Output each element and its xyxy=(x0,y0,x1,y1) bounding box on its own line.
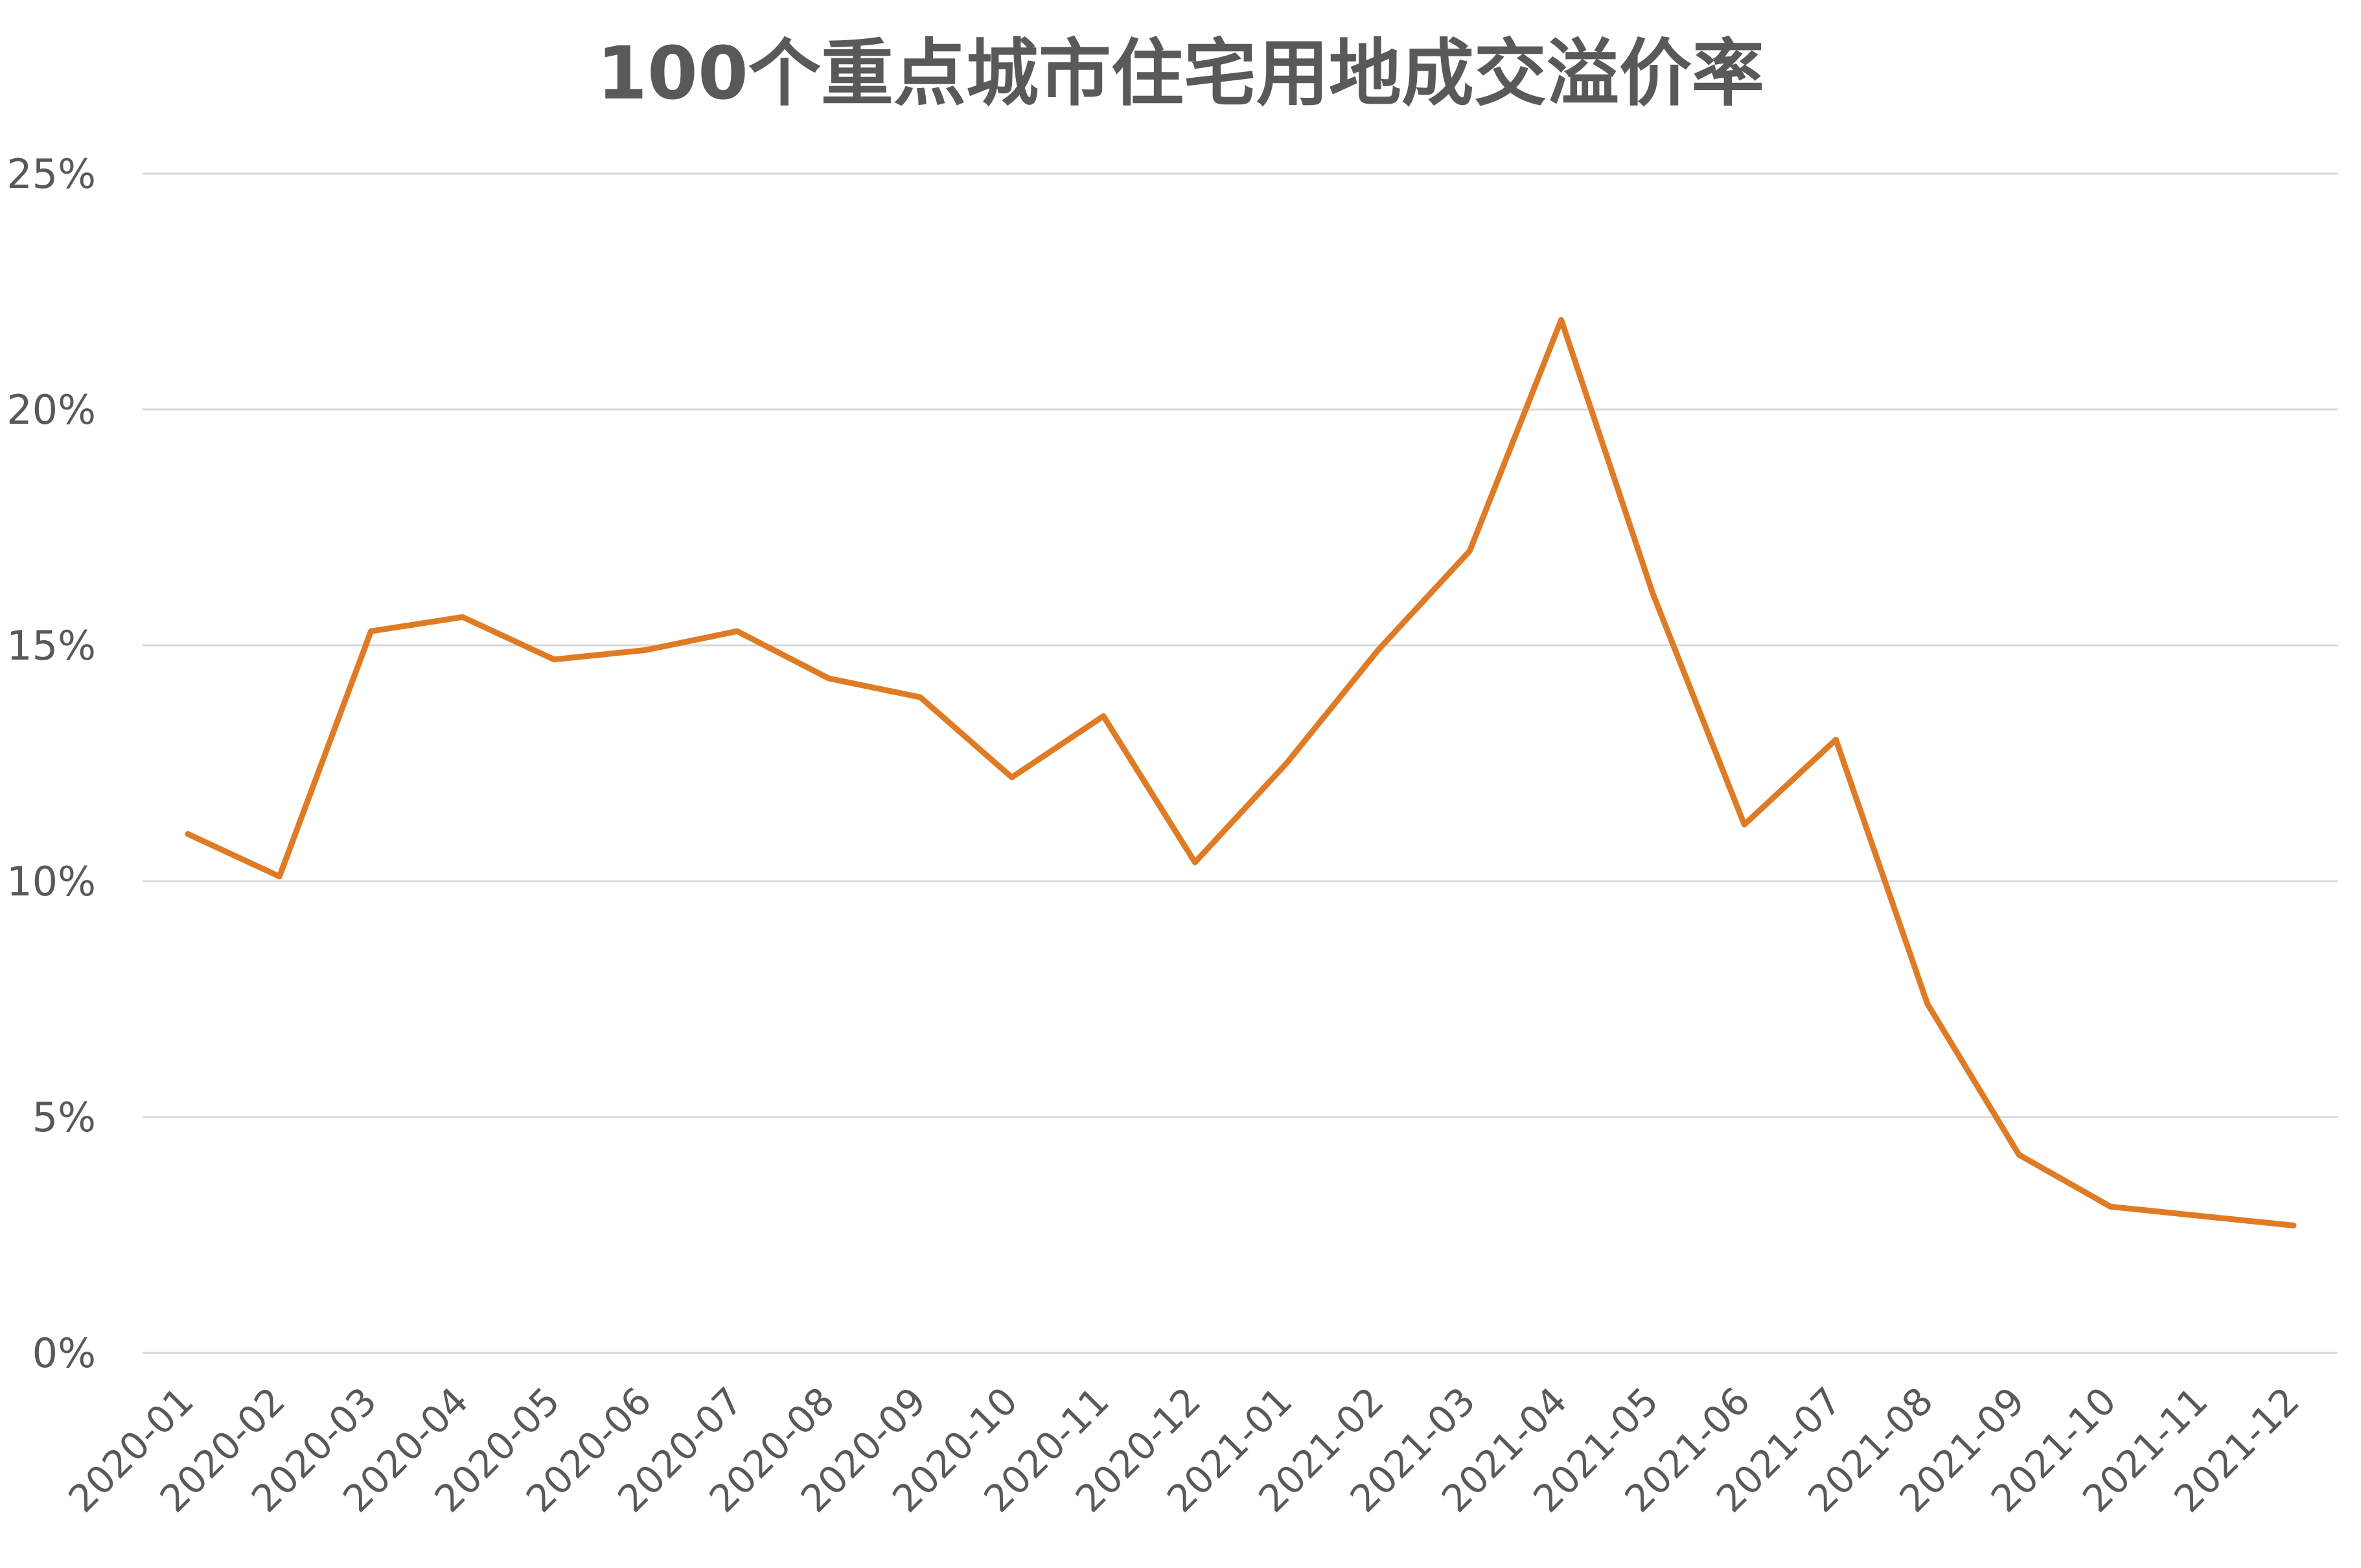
series-line xyxy=(185,317,2297,1228)
data-point xyxy=(551,657,557,662)
data-point xyxy=(1925,1001,1930,1006)
data-point xyxy=(1742,822,1747,827)
y-tick-label: 0% xyxy=(32,1330,96,1377)
data-point xyxy=(1559,317,1564,323)
data-point xyxy=(277,874,282,879)
data-point xyxy=(917,695,923,700)
data-point xyxy=(1101,713,1106,719)
data-point xyxy=(1009,775,1015,780)
data-point xyxy=(369,628,374,634)
y-tick-label: 5% xyxy=(32,1094,96,1141)
data-point xyxy=(1376,647,1381,652)
y-tick-label: 10% xyxy=(6,858,96,905)
data-point xyxy=(1284,761,1289,766)
data-point xyxy=(643,647,649,652)
data-point xyxy=(2108,1204,2113,1209)
data-point xyxy=(1467,548,1472,553)
data-point xyxy=(826,676,831,681)
gridlines xyxy=(143,172,2338,1354)
y-tick-label: 15% xyxy=(6,622,96,669)
data-point xyxy=(2200,1214,2205,1219)
data-point xyxy=(1650,591,1655,596)
y-tick-label: 25% xyxy=(6,150,96,198)
data-point xyxy=(1192,860,1197,865)
data-point xyxy=(1833,737,1838,743)
data-point xyxy=(2291,1223,2296,1228)
y-tick-label: 20% xyxy=(6,386,96,433)
x-axis-tick-labels: 2020-012020-022020-032020-042020-052020-… xyxy=(60,1379,2307,1521)
data-point xyxy=(460,614,465,619)
data-point xyxy=(2016,1152,2021,1157)
chart-title: 100个重点城市住宅用地成交溢价率 xyxy=(597,32,1764,116)
y-axis-tick-labels: 0% 5% 10% 15% 20% 25% xyxy=(6,150,96,1377)
data-point xyxy=(735,628,740,634)
data-point xyxy=(185,831,190,836)
series-layer xyxy=(185,317,2297,1228)
